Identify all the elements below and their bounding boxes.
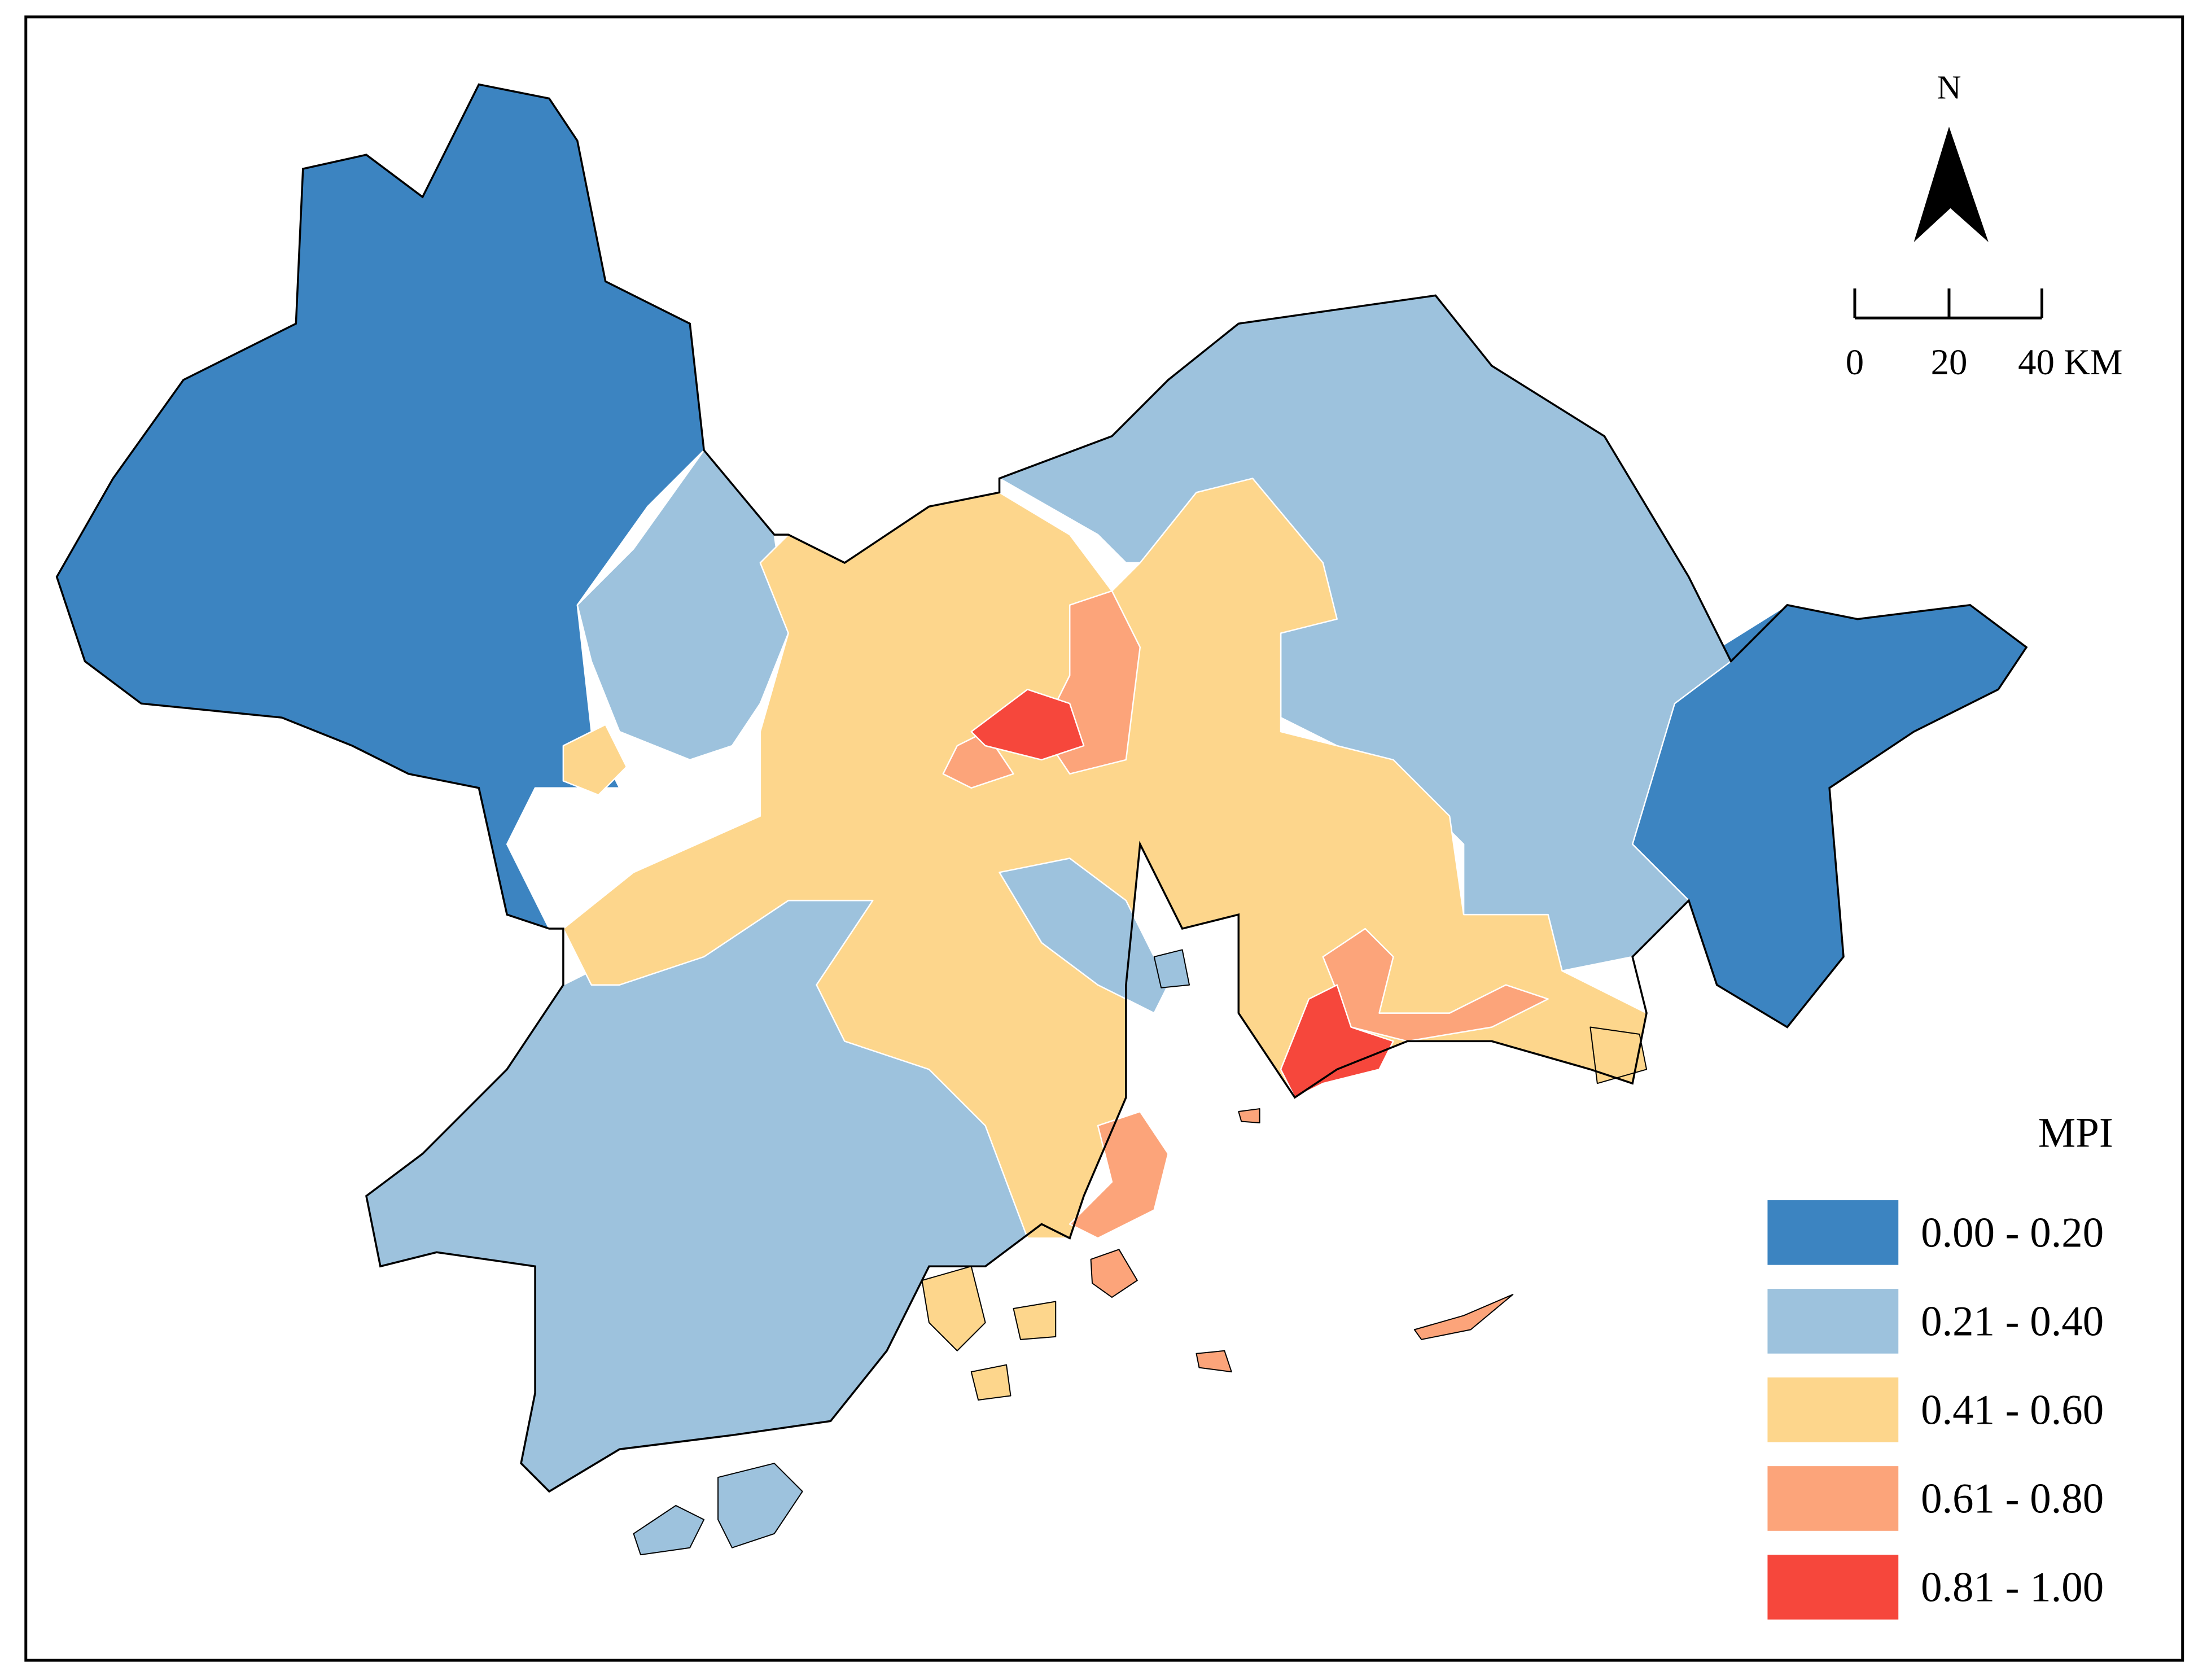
region (1069, 1110, 1169, 1239)
island (1589, 1026, 1648, 1084)
region (999, 858, 1169, 1014)
legend-label: 0.81 - 1.00 (1921, 1564, 2104, 1611)
legend-swatch (1767, 1466, 1899, 1531)
legend-label: 0.21 - 0.40 (1921, 1298, 2104, 1345)
map-regions (56, 84, 2028, 1556)
island (1413, 1294, 1514, 1340)
north-arrow: N (1913, 68, 1989, 242)
coast-outline (55, 83, 2028, 1493)
island (970, 1364, 1011, 1401)
island (921, 1266, 986, 1351)
island (717, 1463, 803, 1548)
island (1090, 1249, 1138, 1298)
region (1322, 928, 1549, 1042)
island (633, 1504, 705, 1556)
legend: 0.00 - 0.20 0.21 - 0.40 0.41 - 0.60 0.61 - … (1767, 1200, 2104, 1620)
legend-title: MPI (2038, 1109, 2113, 1156)
legend-label: 0.41 - 0.60 (1921, 1386, 2104, 1433)
north-label: N (1937, 68, 1961, 106)
scale-bar (1853, 288, 2043, 320)
legend-swatch (1767, 1377, 1899, 1442)
region (576, 449, 789, 761)
legend-label: 0.00 - 0.20 (1921, 1209, 2104, 1256)
scale-label: 0 (1846, 342, 1864, 383)
region (562, 724, 628, 796)
island (1238, 1108, 1260, 1123)
north-arrow-shape (1913, 126, 1989, 242)
legend-label: 0.61 - 0.80 (1921, 1475, 2104, 1522)
scale-label: 40 KM (2018, 342, 2122, 383)
region (970, 689, 1085, 761)
island (1196, 1350, 1232, 1373)
legend-swatch (1767, 1200, 1899, 1265)
island (1153, 949, 1190, 988)
region (1280, 984, 1394, 1099)
legend-swatch (1767, 1555, 1899, 1620)
scale-label: 20 (1931, 342, 1968, 383)
legend-swatch (1767, 1289, 1899, 1354)
island (1013, 1301, 1057, 1340)
